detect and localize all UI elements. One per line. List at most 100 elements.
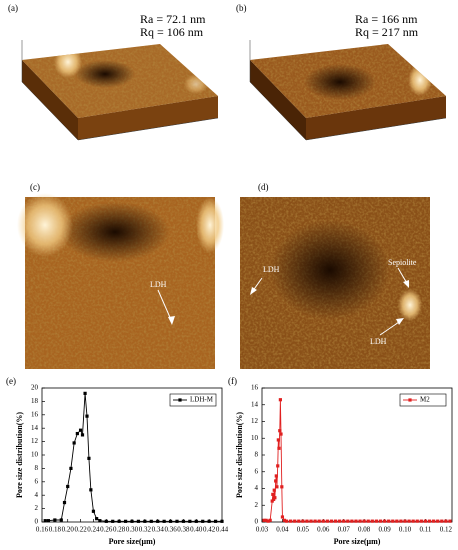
x-tick-label: 0.06 (317, 526, 330, 534)
data-point (436, 519, 440, 523)
data-point (274, 479, 278, 483)
y-axis-label: Pore size distribution(%) (15, 412, 24, 498)
data-point (168, 519, 173, 523)
data-point (75, 431, 79, 436)
data-point (289, 519, 293, 523)
data-point (43, 519, 47, 523)
data-point (272, 488, 276, 492)
data-point (277, 446, 281, 450)
y-tick-label: 14 (251, 400, 259, 408)
data-point (143, 519, 147, 523)
data-point (69, 466, 73, 470)
data-point (297, 519, 301, 523)
data-point (358, 519, 362, 523)
y-tick-label: 16 (251, 384, 259, 392)
x-tick-label: 0.30 (126, 526, 139, 534)
data-point (329, 519, 334, 523)
data-point (149, 519, 153, 523)
x-tick-label: 0.38 (177, 526, 190, 534)
data-point (284, 519, 289, 523)
data-point (350, 519, 354, 523)
data-point (423, 519, 428, 523)
data-point (280, 515, 285, 519)
afm-3d-image (249, 40, 447, 141)
y-tick-label: 2 (35, 504, 39, 512)
x-tick-label: 0.20 (62, 526, 75, 534)
x-tick-label: 0.16 (36, 526, 49, 534)
data-line (264, 399, 450, 522)
data-line (45, 393, 222, 522)
x-tick-label: 0.42 (203, 526, 216, 534)
panel-label: (f) (228, 376, 237, 386)
data-point (59, 518, 63, 522)
data-point (264, 518, 268, 522)
data-point (374, 519, 379, 523)
y-tick-label: 6 (35, 477, 39, 485)
data-point (427, 519, 432, 523)
y-tick-label: 6 (255, 467, 259, 475)
data-point (266, 519, 270, 523)
data-point (407, 519, 411, 523)
data-point (313, 519, 317, 523)
data-point (440, 519, 444, 523)
data-point (338, 519, 342, 523)
data-point (72, 441, 76, 445)
data-point (220, 519, 224, 523)
data-point (309, 519, 313, 523)
data-point (136, 519, 141, 523)
data-point (130, 519, 134, 523)
x-tick-label: 0.12 (440, 526, 453, 534)
afm-image (17, 193, 224, 369)
y-tick-label: 18 (31, 397, 39, 405)
roughness: Ra = 72.1 nm (140, 12, 206, 26)
data-point (80, 433, 85, 437)
data-point (274, 474, 278, 478)
data-point (62, 500, 67, 505)
y-tick-label: 12 (251, 417, 259, 425)
data-point (91, 509, 96, 513)
y-tick-label: 14 (31, 424, 39, 432)
legend-box (399, 393, 447, 407)
annotation: LDH (263, 265, 280, 274)
data-point (395, 519, 399, 523)
x-tick-label: 0.44 (216, 526, 229, 534)
y-tick-label: 10 (31, 451, 39, 459)
data-point (293, 519, 297, 523)
legend-box (169, 393, 217, 407)
data-point (104, 519, 108, 523)
x-tick-label: 0.18 (49, 526, 62, 534)
data-point (213, 519, 218, 523)
data-point (66, 484, 70, 489)
data-point (321, 519, 325, 523)
y-tick-label: 20 (31, 384, 39, 392)
legend-marker (408, 398, 412, 402)
plot-frame (41, 387, 223, 523)
data-point (301, 519, 305, 523)
data-point (268, 518, 272, 522)
y-tick-label: 4 (35, 491, 39, 499)
y-tick-label: 8 (255, 451, 259, 459)
data-point (346, 519, 350, 523)
data-point (53, 518, 57, 522)
data-point (117, 519, 121, 523)
legend-marker (178, 398, 182, 402)
plot-frame (261, 387, 453, 523)
data-point (275, 485, 279, 489)
data-point (181, 519, 186, 523)
data-point (370, 519, 374, 523)
afm-3d-image (21, 40, 219, 141)
panel-label: (d) (258, 182, 269, 192)
x-tick-label: 0.28 (113, 526, 126, 534)
data-point (382, 519, 387, 523)
panel-label: (a) (8, 3, 18, 13)
panel-label: (b) (236, 3, 247, 13)
y-tick-label: 0 (255, 518, 259, 526)
data-point (415, 519, 419, 523)
x-tick-label: 0.07 (338, 526, 351, 534)
annotation: Sepiolite (388, 258, 417, 267)
data-point (162, 519, 166, 523)
data-point (362, 519, 366, 523)
x-tick-label: 0.11 (419, 526, 431, 534)
